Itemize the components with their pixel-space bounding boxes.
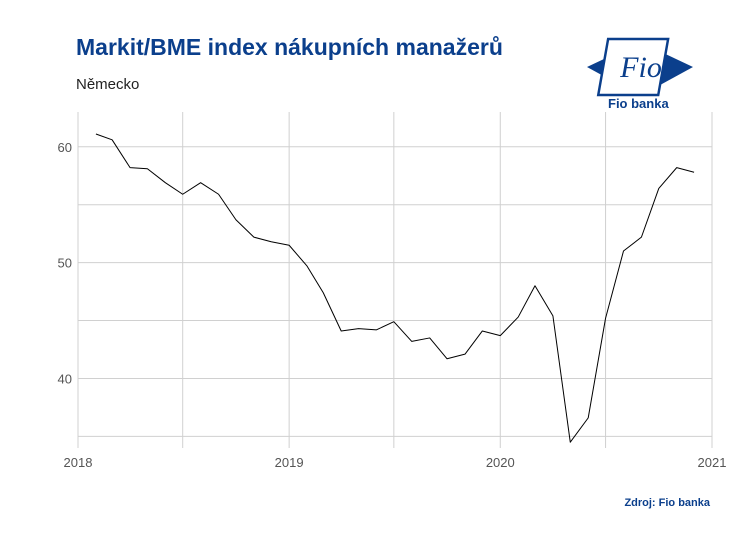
chart-title: Markit/BME index nákupních manažerů	[76, 34, 503, 60]
chart-grid	[77, 112, 713, 448]
series-line	[95, 133, 695, 443]
fio-logo-icon: Fio	[587, 37, 693, 97]
logo-mark: Fio	[619, 51, 662, 84]
x-tick-label: 2020	[486, 455, 515, 470]
source-note: Zdroj: Fio banka	[624, 497, 710, 509]
chart-subtitle: Německo	[76, 76, 140, 93]
x-tick-label: 2019	[275, 455, 304, 470]
chart-ticks: 40 50 60 2018 2019 2020 2021	[58, 140, 727, 470]
y-tick-label: 40	[58, 371, 72, 386]
x-tick-label: 2018	[64, 455, 93, 470]
x-tick-label: 2021	[698, 455, 727, 470]
logo-label: Fio banka	[608, 96, 669, 111]
y-tick-label: 50	[58, 256, 72, 271]
y-tick-label: 60	[58, 140, 72, 155]
chart-series	[95, 133, 695, 443]
